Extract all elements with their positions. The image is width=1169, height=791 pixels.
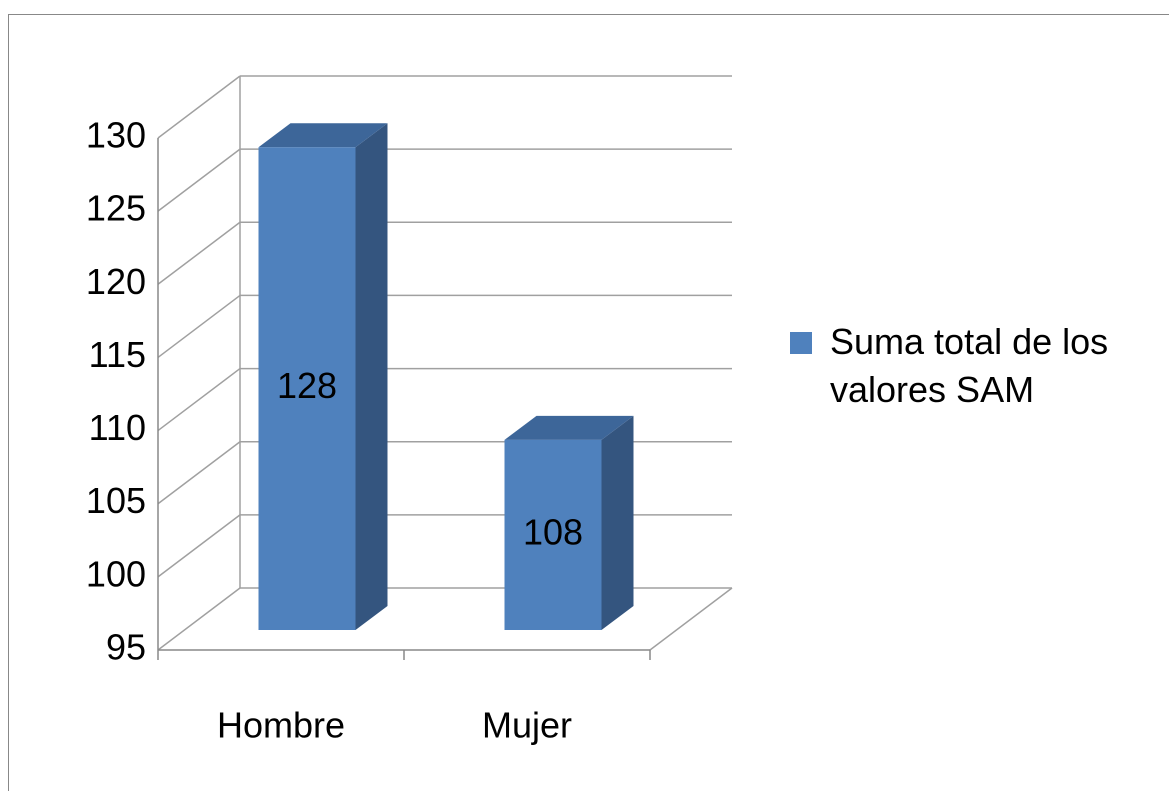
y-tick-label: 120 [86,261,146,302]
y-tick-label: 100 [86,553,146,594]
x-tick-label: Mujer [482,705,572,746]
y-tick-label: 130 [86,115,146,156]
grid-line-side [157,587,241,651]
bar [504,439,602,630]
y-tick-label: 125 [86,188,146,229]
y-tick-label: 95 [106,627,146,668]
bar-side [601,415,634,630]
data-label: 108 [523,511,583,552]
bar [258,147,356,630]
grid-line-side [157,75,241,139]
grid-line-side [157,441,241,505]
bar-top [504,415,634,440]
floor-edge [649,587,733,651]
chart-border [8,14,1169,791]
data-label: 128 [277,365,337,406]
legend-swatch [790,332,812,354]
bar-side [355,123,388,630]
y-tick-label: 105 [86,480,146,521]
bar-top [258,123,388,148]
grid-line-side [157,294,241,359]
y-tick-label: 110 [89,407,146,448]
grid-line-side [157,221,241,285]
grid-line-side [157,514,241,578]
grid-line-side [157,148,241,212]
y-tick-label: 115 [89,334,146,375]
legend-label: Suma total de los valores SAM [830,321,1109,410]
legend: Suma total de los valores SAM [790,318,1165,414]
x-tick-label: Hombre [217,705,345,746]
grid-line-side [157,367,241,432]
